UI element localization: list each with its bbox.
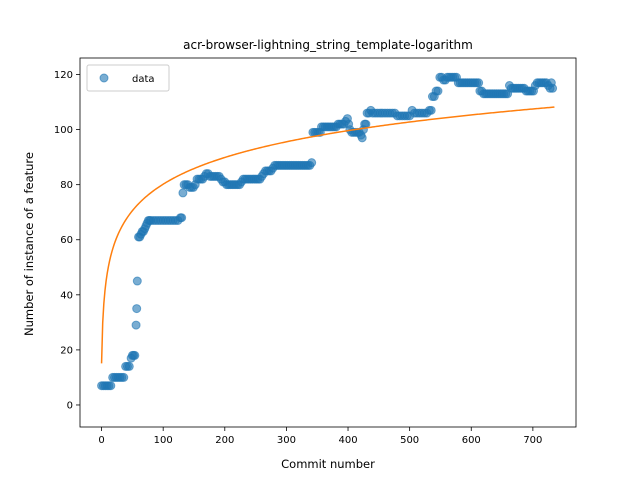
y-tick-label: 120 [54, 70, 73, 81]
legend-box [86, 64, 170, 92]
data-point [119, 372, 129, 382]
x-tick-label: 300 [277, 435, 296, 446]
x-tick-label: 100 [154, 435, 173, 446]
data-point [548, 83, 558, 93]
y-tick-label: 100 [54, 125, 73, 136]
y-axis-label: Number of instance of a feature [22, 152, 36, 336]
fit-line [100, 106, 555, 364]
chart-title: acr-browser-lightning_string_template-lo… [183, 38, 473, 52]
x-tick-label: 0 [98, 435, 104, 446]
legend-marker [99, 73, 109, 83]
y-tick-label: 80 [60, 180, 73, 191]
data-point [177, 213, 187, 223]
plot-frame [79, 57, 577, 428]
y-tick-label: 60 [60, 235, 73, 246]
data-point [426, 105, 436, 115]
y-tick-label: 0 [67, 400, 73, 411]
x-tick-label: 500 [400, 435, 419, 446]
data-point [474, 78, 484, 88]
x-tick-label: 200 [215, 435, 234, 446]
data-point [357, 133, 367, 143]
data-point [307, 158, 317, 168]
data-point [106, 381, 116, 391]
data-point [132, 276, 142, 286]
y-tick-label: 20 [60, 345, 73, 356]
legend-label: data [132, 74, 155, 85]
data-point [178, 188, 188, 198]
y-tick-label: 40 [60, 290, 73, 301]
x-tick-label: 400 [338, 435, 357, 446]
x-tick-label: 600 [462, 435, 481, 446]
x-axis-label: Commit number [281, 457, 375, 471]
legend: data [86, 64, 170, 92]
data-point [433, 86, 443, 96]
data-point [130, 350, 140, 360]
data-point [132, 304, 142, 314]
data-points [97, 72, 558, 391]
data-point [124, 361, 134, 371]
data-point [131, 320, 141, 330]
x-tick-label: 700 [523, 435, 542, 446]
